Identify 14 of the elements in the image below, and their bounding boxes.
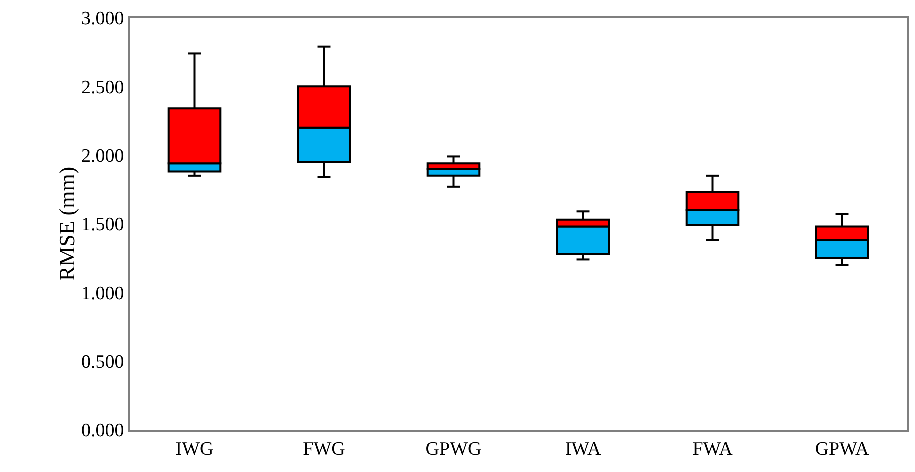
y-tick-label: 0.500	[81, 352, 124, 373]
y-tick-label: 2.500	[81, 77, 124, 98]
x-tick-label: GPWG	[426, 438, 482, 460]
y-axis-title: RMSE (mm)	[54, 166, 80, 282]
y-tick-label: 0.000	[81, 420, 124, 442]
y-tick-label: 1.500	[81, 214, 124, 236]
x-tick-label: GPWA	[815, 438, 870, 460]
x-tick-label: FWA	[692, 438, 734, 460]
y-tick-label: 1.000	[81, 283, 124, 304]
x-tick-label: FWG	[303, 438, 346, 460]
y-tick-label: 3.000	[81, 8, 124, 30]
x-tick-label: IWG	[176, 438, 214, 460]
x-tick-label: IWA	[565, 438, 602, 460]
y-tick-label: 2.000	[81, 146, 124, 167]
